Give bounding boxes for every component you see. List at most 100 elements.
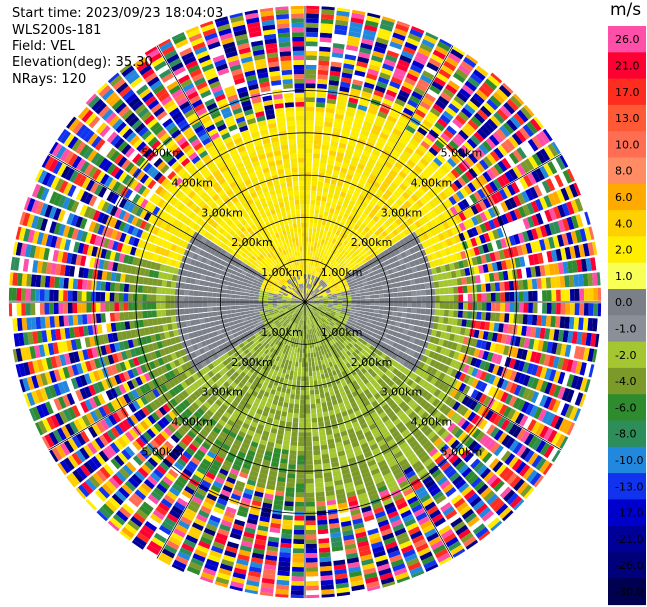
range-gate: [330, 61, 342, 68]
range-gate: [368, 64, 381, 72]
range-gate: [425, 308, 431, 315]
range-gate: [324, 255, 329, 261]
range-gate: [325, 245, 330, 251]
range-gate: [305, 418, 311, 423]
range-gate: [557, 262, 564, 275]
range-gate: [494, 251, 501, 261]
range-gate: [315, 282, 319, 287]
range-gate: [314, 361, 319, 367]
range-gate: [374, 229, 381, 237]
range-gate: [343, 245, 349, 252]
range-gate: [341, 162, 349, 170]
range-gate: [479, 211, 488, 222]
range-gate: [470, 205, 479, 215]
range-gate: [373, 204, 381, 212]
range-gate: [400, 317, 406, 323]
range-gate: [305, 283, 307, 289]
range-gate: [305, 115, 314, 121]
range-gate: [379, 302, 385, 306]
range-gate: [365, 322, 372, 327]
range-gate: [320, 154, 328, 160]
range-gate: [350, 323, 356, 328]
range-gate: [462, 230, 470, 240]
range-gate: [379, 272, 385, 278]
range-gate: [326, 309, 332, 312]
range-gate: [306, 22, 319, 28]
range-gate: [493, 163, 504, 175]
range-gate: [360, 302, 366, 305]
range-gate: [519, 256, 526, 267]
range-gate: [351, 307, 356, 310]
range-gate: [579, 212, 588, 227]
range-gate: [347, 204, 354, 211]
range-gate: [316, 374, 322, 381]
range-gate: [348, 184, 356, 192]
range-gate: [293, 413, 299, 419]
range-gate: [409, 336, 416, 344]
range-gate: [358, 178, 366, 186]
range-gate: [534, 265, 541, 277]
range-gate: [309, 279, 313, 285]
range-gate: [437, 354, 444, 362]
range-gate: [330, 253, 336, 259]
range-gate: [387, 329, 394, 335]
range-gate: [289, 450, 297, 456]
range-gate: [417, 144, 428, 154]
range-gate: [288, 374, 294, 381]
range-gate: [330, 288, 336, 292]
range-gate: [288, 407, 294, 413]
range-gate: [435, 250, 442, 259]
range-gate: [295, 361, 299, 367]
range-gate: [521, 190, 530, 203]
range-gate: [534, 352, 542, 364]
range-gate: [332, 281, 338, 286]
range-gate: [338, 142, 347, 149]
range-gate: [318, 51, 331, 57]
range-gate: [306, 329, 309, 335]
range-gate: [360, 295, 366, 299]
range-gate: [402, 46, 416, 55]
range-gate: [325, 289, 331, 293]
range-gate: [344, 267, 350, 272]
range-gate: [301, 362, 305, 368]
range-gate: [451, 342, 458, 351]
range-gate: [501, 157, 512, 170]
range-gate: [495, 239, 503, 250]
range-gate: [548, 263, 555, 276]
range-gate: [525, 326, 532, 337]
range-gate: [513, 221, 522, 233]
range-gate: [360, 174, 368, 182]
range-gate: [395, 198, 404, 207]
range-gate: [427, 111, 439, 121]
range-gate: [413, 245, 420, 253]
range-gate: [312, 162, 319, 168]
range-gate: [353, 255, 360, 261]
range-gate: [314, 303, 319, 305]
range-gate: [314, 261, 318, 267]
range-gate: [495, 354, 503, 365]
range-gate: [344, 287, 350, 291]
range-gate: [398, 302, 403, 307]
range-gate: [489, 252, 496, 262]
range-gate: [318, 268, 322, 273]
range-gate: [316, 195, 322, 201]
range-gate: [459, 187, 469, 198]
range-gate: [398, 270, 404, 277]
range-gate: [570, 360, 578, 374]
range-gate: [305, 292, 306, 298]
range-gate: [393, 178, 402, 186]
range-gate: [482, 171, 492, 183]
range-gate: [375, 264, 382, 270]
range-gate: [335, 251, 341, 257]
range-gate: [314, 237, 319, 243]
range-gate: [440, 132, 451, 143]
range-gate: [500, 292, 506, 302]
range-gate: [466, 207, 475, 217]
range-gate: [398, 258, 405, 265]
range-gate: [327, 192, 334, 199]
range-gate: [411, 26, 425, 34]
range-gate: [327, 296, 333, 299]
range-gate: [310, 394, 315, 400]
range-gate: [534, 327, 541, 339]
range-gate: [573, 317, 580, 330]
